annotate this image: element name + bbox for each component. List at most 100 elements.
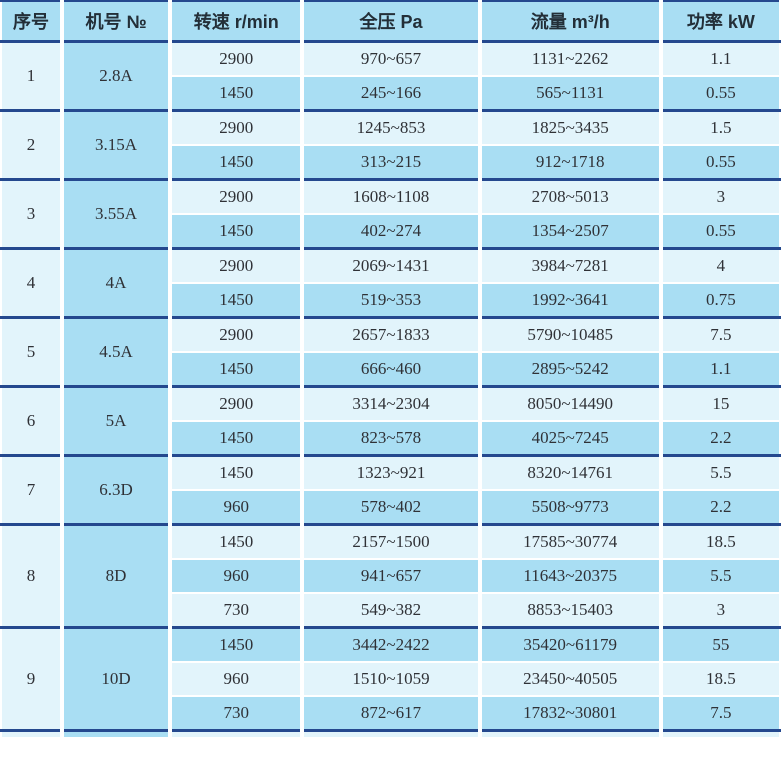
pressure-cell: 519~353 <box>300 282 482 319</box>
flow-cell: 565~1131 <box>477 75 663 112</box>
pressure-cell: 970~657 <box>300 40 482 77</box>
partial-row <box>0 729 781 737</box>
spec-row: 3 3.55A 2900 1608~1108 2708~5013 3 <box>0 178 781 250</box>
serial-cell: 8 <box>0 523 65 629</box>
flow-cell: 8853~15403 <box>477 592 663 629</box>
flow-cell: 23450~40505 <box>477 661 663 697</box>
speed-cell: 960 <box>169 558 305 594</box>
header-row: 序号 机号 № 转速 r/min 全压 Pa 流量 m³/h 功率 kW <box>0 0 781 43</box>
spec-row: 5 4.5A 2900 2657~1833 5790~10485 7.5 <box>0 316 781 388</box>
column-header-index: 序号 <box>0 0 65 43</box>
power-cell: 2.2 <box>658 420 781 457</box>
power-cell: 55 <box>658 626 781 663</box>
pressure-cell: 666~460 <box>300 351 482 388</box>
fan-spec-table: 序号 机号 № 转速 r/min 全压 Pa 流量 m³/h 功率 kW 1 2.… <box>0 0 781 737</box>
spec-row: 1450 313~215 912~1718 0.55 <box>1 144 781 181</box>
model-cell: 3.15A <box>60 109 173 181</box>
serial-cell: 4 <box>0 247 65 319</box>
serial-cell: 2 <box>0 109 65 181</box>
speed-cell: 2900 <box>168 316 305 353</box>
flow-cell: 5508~9773 <box>477 489 663 526</box>
power-cell: 18.5 <box>658 523 781 560</box>
speed-cell: 1450 <box>169 351 305 388</box>
flow-cell: 11643~20375 <box>477 558 663 594</box>
pressure-cell: 2657~1833 <box>300 316 482 353</box>
model-cell: 2.8A <box>60 40 173 112</box>
pressure-cell: 1323~921 <box>300 454 482 491</box>
model-cell: 5A <box>60 385 173 457</box>
power-cell: 2.2 <box>658 489 781 526</box>
power-cell: 1.1 <box>658 351 781 388</box>
spec-row: 8 8D 1450 2157~1500 17585~30774 18.5 <box>0 523 781 629</box>
model-cell: 4.5A <box>60 316 173 388</box>
speed-cell: 1450 <box>169 282 305 319</box>
power-cell: 7.5 <box>658 316 781 353</box>
pressure-cell: 3314~2304 <box>300 385 482 422</box>
spec-row: 730 549~382 8853~15403 3 <box>1 592 781 629</box>
speed-cell: 2900 <box>168 247 305 284</box>
spec-row: 4 4A 2900 2069~1431 3984~7281 4 <box>0 247 781 319</box>
pressure-cell: 2069~1431 <box>300 247 482 284</box>
flow-cell: 2895~5242 <box>477 351 663 388</box>
column-header-flow: 流量 m³/h <box>477 0 663 43</box>
model-cell: 4A <box>60 247 173 319</box>
pressure-cell: 872~617 <box>300 695 482 732</box>
flow-cell: 8320~14761 <box>477 454 663 491</box>
spec-row: 1450 666~460 2895~5242 1.1 <box>1 351 781 388</box>
power-cell: 4 <box>658 247 781 284</box>
flow-cell: 17832~30801 <box>477 695 663 732</box>
flow-cell: 1131~2262 <box>477 40 663 77</box>
serial-cell: 9 <box>0 626 65 732</box>
spec-row: 730 872~617 17832~30801 7.5 <box>1 695 781 732</box>
spec-row: 2 3.15A 2900 1245~853 1825~3435 1.5 <box>0 109 781 181</box>
power-cell: 0.75 <box>658 282 781 319</box>
partial-cell <box>477 729 663 737</box>
power-cell: 3 <box>658 178 781 215</box>
flow-cell: 35420~61179 <box>477 626 663 663</box>
partial-cell <box>60 729 173 737</box>
spec-row: 6 5A 2900 3314~2304 8050~14490 15 <box>0 385 781 457</box>
speed-cell: 1450 <box>169 213 305 250</box>
pressure-cell: 313~215 <box>300 144 482 181</box>
power-cell: 7.5 <box>658 695 781 732</box>
serial-cell: 7 <box>0 454 65 526</box>
spec-row: 1450 823~578 4025~7245 2.2 <box>1 420 781 457</box>
serial-cell: 1 <box>0 40 65 112</box>
speed-cell: 1450 <box>169 144 305 181</box>
flow-cell: 1825~3435 <box>477 109 663 146</box>
table-header: 序号 机号 № 转速 r/min 全压 Pa 流量 m³/h 功率 kW <box>0 0 781 43</box>
power-cell: 0.55 <box>658 213 781 250</box>
speed-cell: 730 <box>169 695 305 732</box>
pressure-cell: 402~274 <box>300 213 482 250</box>
flow-cell: 1354~2507 <box>477 213 663 250</box>
power-cell: 1.5 <box>658 109 781 146</box>
speed-cell: 1450 <box>168 523 305 560</box>
column-header-model: 机号 № <box>60 0 173 43</box>
pressure-cell: 245~166 <box>300 75 482 112</box>
spec-row: 1450 402~274 1354~2507 0.55 <box>1 213 781 250</box>
pressure-cell: 549~382 <box>300 592 482 629</box>
speed-cell: 2900 <box>168 40 305 77</box>
pressure-cell: 823~578 <box>300 420 482 457</box>
spec-row: 9 10D 1450 3442~2422 35420~61179 55 <box>0 626 781 732</box>
flow-cell: 912~1718 <box>477 144 663 181</box>
pressure-cell: 3442~2422 <box>300 626 482 663</box>
pressure-cell: 2157~1500 <box>300 523 482 560</box>
partial-cell <box>658 729 781 737</box>
pressure-cell: 578~402 <box>300 489 482 526</box>
column-header-power: 功率 kW <box>658 0 781 43</box>
serial-cell: 5 <box>0 316 65 388</box>
model-cell: 6.3D <box>60 454 173 526</box>
flow-cell: 2708~5013 <box>477 178 663 215</box>
power-cell: 5.5 <box>658 454 781 491</box>
spec-row: 960 941~657 11643~20375 5.5 <box>1 558 781 594</box>
spec-row: 1450 519~353 1992~3641 0.75 <box>1 282 781 319</box>
table-body: 1 2.8A 2900 970~657 1131~2262 1.1 1450 245~166 5… <box>0 40 781 737</box>
speed-cell: 960 <box>169 489 305 526</box>
power-cell: 15 <box>658 385 781 422</box>
pressure-cell: 941~657 <box>300 558 482 594</box>
serial-cell: 6 <box>0 385 65 457</box>
column-header-speed: 转速 r/min <box>168 0 305 43</box>
spec-row: 1450 245~166 565~1131 0.55 <box>1 75 781 112</box>
power-cell: 0.55 <box>658 75 781 112</box>
